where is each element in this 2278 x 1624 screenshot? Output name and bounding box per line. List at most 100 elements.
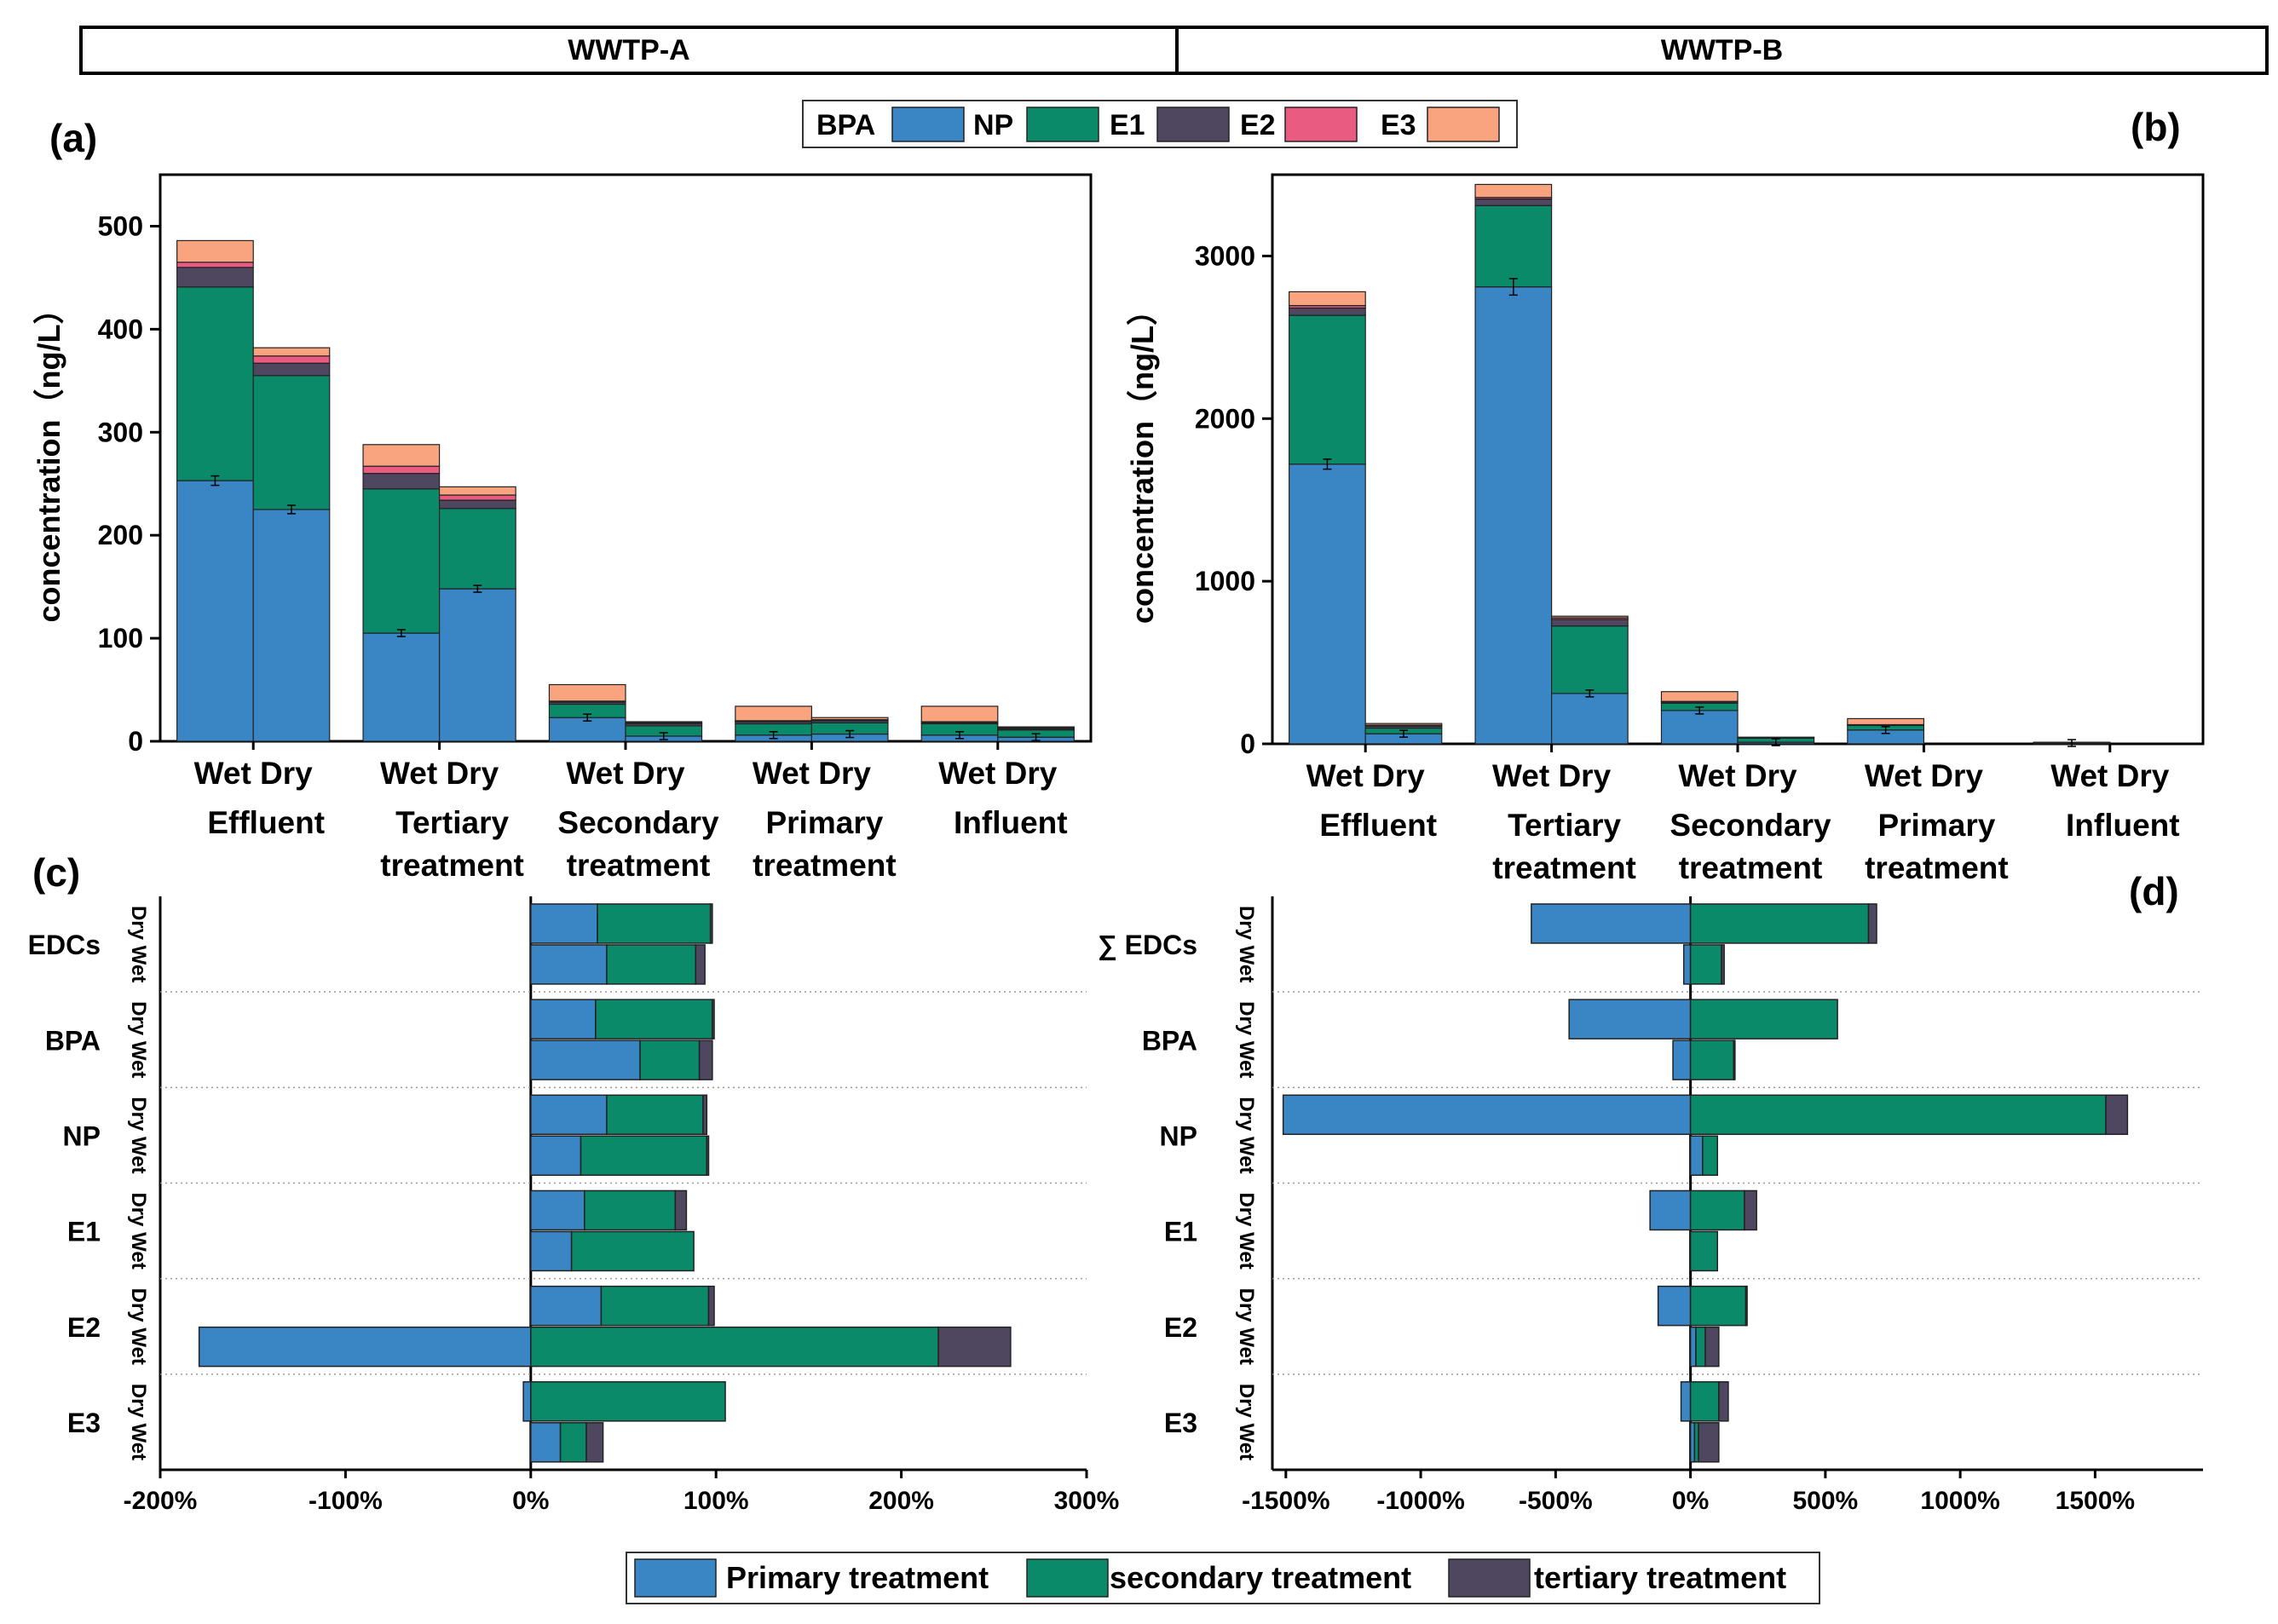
bar-b-e3 (1364, 723, 1443, 726)
x-tick-label-d: -1000% (1376, 1487, 1464, 1515)
legend-label-e1: E1 (1110, 109, 1145, 141)
bar-d-secondary (1689, 903, 1870, 944)
bar-a-bpa (252, 509, 331, 742)
bar-c-primary (530, 1230, 573, 1272)
x-tick-label-c: 100% (683, 1487, 749, 1515)
bar-c-secondary (606, 1094, 704, 1136)
legend-swatch-primary (634, 1558, 717, 1598)
x-tick-label-c: -200% (124, 1487, 198, 1515)
bar-d-secondary (1689, 1230, 1719, 1272)
bar-d-tertiary (1698, 1422, 1720, 1463)
bar-b-bpa (1550, 693, 1629, 745)
stage-label-b: treatment (1679, 850, 1823, 885)
panels-layer: (a) (b) (c) (d) 0 100 200 300 400 500 concentratio… (28, 105, 2205, 1515)
x-tick-label-d: -1500% (1242, 1487, 1329, 1515)
header-wwtp-b-label: WWTP-B (1660, 33, 1784, 66)
category-label-c: E2 (67, 1312, 101, 1343)
bar-b-e1 (1289, 307, 1366, 316)
row-labels-d: Dry Wet (1235, 1384, 1258, 1460)
y-tick-label-a: 100 (98, 623, 143, 654)
legend-bottom: Primary treatment secondary treatment tert… (626, 1552, 1820, 1604)
stage-label-a: treatment (567, 848, 711, 883)
bar-d-secondary (1689, 1285, 1747, 1327)
bar-d-tertiary (1744, 1189, 1757, 1231)
x-tick-label-d: 0% (1672, 1487, 1709, 1515)
category-label-c: EDCs (28, 930, 101, 960)
chart-c: -200% -100% 0% 100% 200% 300% EDCs Dry Wet BPA Dr… (28, 896, 1120, 1515)
season-label-b: Wet Dry (1865, 758, 1984, 793)
season-label-a: Wet Dry (566, 756, 685, 791)
bar-a-e1 (176, 267, 254, 288)
row-labels-c: Dry Wet (127, 1192, 150, 1269)
bar-b-e3 (1289, 291, 1366, 307)
row-labels-c: Dry Wet (127, 1288, 150, 1365)
x-tick-label-d: 1500% (2056, 1487, 2135, 1515)
bar-a-np (362, 488, 441, 634)
y-tick-label-b: 3000 (1195, 240, 1255, 271)
row-labels-d: Dry Wet (1235, 906, 1258, 982)
stage-label-b: Primary (1877, 808, 1995, 843)
bar-c-tertiary (709, 903, 713, 944)
bar-c-tertiary (702, 1094, 708, 1136)
bar-a-e3 (997, 726, 1075, 728)
bar-a-bpa (438, 588, 516, 742)
row-labels-c: Dry Wet (127, 1384, 150, 1460)
bar-d-tertiary (2105, 1094, 2129, 1136)
bar-c-tertiary (695, 944, 706, 985)
legend-layer: BPA NP E1 E2 E3 Primary treatment secondary tr… (626, 100, 1820, 1604)
bar-d-primary (1689, 1135, 1704, 1177)
stage-label-b: Effluent (1319, 808, 1437, 843)
season-label-b: Wet Dry (1492, 758, 1612, 793)
bar-a-e3 (438, 486, 516, 496)
legend-bottom-frame (626, 1552, 1820, 1604)
bar-a-e2 (362, 465, 441, 475)
category-label-d: E2 (1164, 1312, 1197, 1343)
category-label-d: NP (1160, 1120, 1197, 1151)
bar-d-secondary (1689, 944, 1722, 985)
bar-b-e3 (1847, 717, 1924, 726)
legend-label-secondary: secondary treatment (1110, 1560, 1411, 1595)
bar-c-primary (530, 1135, 582, 1177)
season-label-b: Wet Dry (1306, 758, 1426, 793)
category-label-c: E1 (67, 1217, 101, 1247)
bar-c-secondary (570, 1230, 695, 1272)
bar-d-tertiary (1745, 1285, 1748, 1327)
legend-label-np: NP (973, 109, 1013, 141)
x-tick-label-c: -100% (309, 1487, 383, 1515)
category-label-c: E3 (67, 1408, 101, 1438)
bar-a-np (438, 508, 516, 590)
header-wwtp-a-label: WWTP-A (568, 33, 690, 66)
legend-swatch-e2 (1284, 107, 1358, 142)
bar-c-secondary (600, 1285, 710, 1327)
x-tick-label-c: 300% (1054, 1487, 1120, 1515)
bar-a-e3 (548, 683, 626, 702)
bar-a-e3 (625, 721, 703, 723)
bar-b-np (1474, 204, 1553, 288)
y-tick-label-a: 0 (128, 726, 143, 757)
y-tick-label-a: 500 (98, 210, 143, 241)
stage-label-b: treatment (1492, 850, 1636, 885)
bar-c-primary (530, 999, 597, 1039)
panel-label-c: (c) (32, 850, 80, 895)
bar-a-np (176, 286, 254, 481)
bar-a-e1 (438, 499, 516, 510)
bar-c-secondary (584, 1189, 677, 1231)
bar-d-tertiary (1721, 944, 1725, 985)
bar-d-secondary (1689, 999, 1838, 1039)
stage-label-b: Secondary (1670, 808, 1831, 843)
category-label-d: BPA (1142, 1025, 1197, 1056)
bar-a-e3 (735, 705, 813, 722)
bar-b-e1 (1474, 199, 1553, 206)
bar-b-e3 (1550, 615, 1629, 619)
bar-b-bpa (1660, 710, 1739, 745)
x-tick-label-d: 1000% (1920, 1487, 1999, 1515)
bar-c-primary (530, 1285, 603, 1327)
bar-a-e2 (252, 355, 331, 364)
row-labels-c: Dry Wet (127, 906, 150, 982)
stage-label-a: Primary (765, 805, 883, 840)
bar-a-e3 (920, 705, 999, 723)
header-wwtp-a: WWTP-A (79, 26, 1179, 75)
category-label-d: E3 (1164, 1408, 1197, 1438)
row-labels-d: Dry Wet (1235, 1001, 1258, 1078)
